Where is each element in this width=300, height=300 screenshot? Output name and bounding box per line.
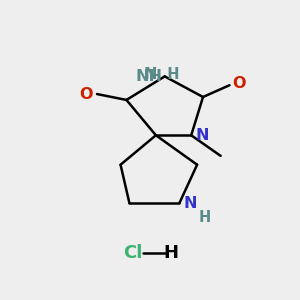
Text: Cl: Cl <box>123 244 142 262</box>
Text: H: H <box>158 68 180 82</box>
Text: H: H <box>163 244 178 262</box>
Text: N: N <box>144 68 158 82</box>
Text: NH: NH <box>135 69 162 84</box>
Text: O: O <box>232 76 246 91</box>
Text: O: O <box>79 87 93 102</box>
Text: N: N <box>184 196 197 211</box>
Text: N: N <box>196 128 209 143</box>
Text: H: H <box>199 210 211 225</box>
